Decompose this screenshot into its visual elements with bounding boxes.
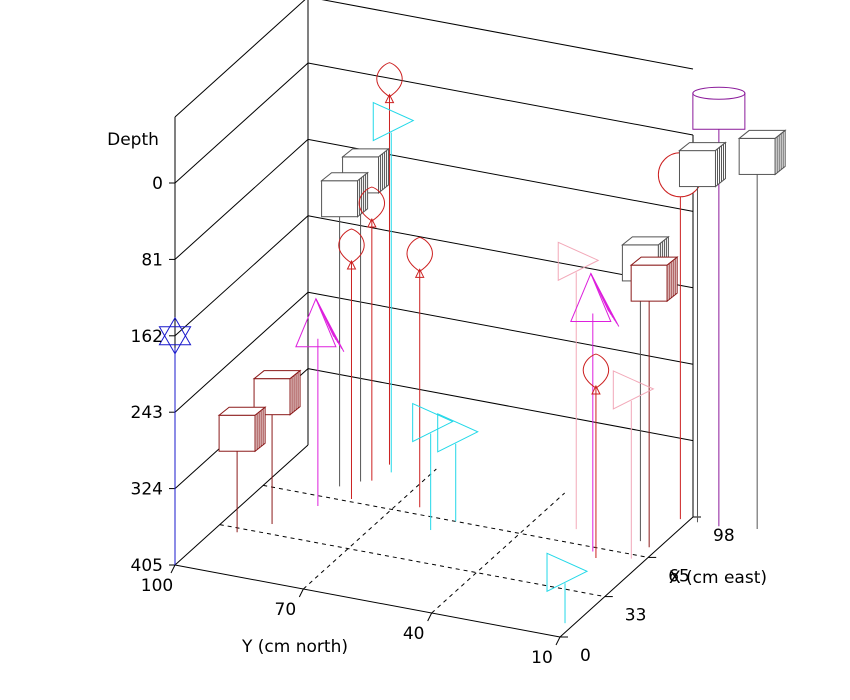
- triangle-shape: [437, 413, 479, 453]
- x-axis-line: [559, 516, 694, 638]
- marker-spade: [376, 62, 403, 465]
- y-tick: [427, 612, 433, 622]
- spade-stem: [591, 384, 601, 395]
- triangle-shape: [612, 370, 655, 410]
- axis-layer: [169, 116, 701, 646]
- spade-stem: [346, 259, 357, 270]
- cone-shading: [315, 298, 345, 353]
- marker-cone: [295, 297, 345, 506]
- y-tick: [555, 636, 561, 646]
- marker-cylinder: [692, 86, 746, 527]
- back-wall-gridline: [307, 62, 694, 136]
- marker-cube: [320, 171, 370, 487]
- marker-cone: [570, 272, 620, 552]
- spade-shape: [406, 236, 433, 272]
- marker-star6: [158, 316, 192, 565]
- left-wall-gridline: [174, 291, 309, 413]
- triangle-shape: [372, 101, 415, 142]
- spade-shape: [582, 353, 610, 389]
- depth-axis-title: Depth: [107, 130, 159, 150]
- left-wall-gridline: [174, 139, 309, 260]
- cube-front: [738, 137, 776, 175]
- x-axis-title: X (cm east): [669, 568, 767, 588]
- spade-shape: [376, 62, 403, 98]
- marker-cube: [252, 369, 302, 525]
- star-triangle-down: [158, 326, 192, 355]
- marker-spade: [358, 186, 385, 481]
- triangle-shape: [557, 241, 600, 282]
- marker-spade: [338, 228, 365, 499]
- cube-front: [321, 180, 359, 218]
- marker-triangle-right: [412, 402, 454, 531]
- triangle-shape: [546, 552, 589, 593]
- x-tick-label: 65: [668, 566, 690, 586]
- marker-cube: [678, 141, 727, 523]
- spade-shape: [338, 228, 365, 264]
- marker-triangle-right: [612, 370, 655, 559]
- back-wall-gridline: [307, 291, 694, 365]
- floor-gridline: [302, 468, 437, 590]
- marker-sphere: [657, 152, 703, 520]
- depth-tick-label: 0: [152, 174, 163, 194]
- marker-cube: [217, 406, 267, 533]
- left-wall-gridline: [174, 215, 309, 337]
- marker-triangle-right: [437, 413, 479, 522]
- y-tick-label: 40: [403, 624, 425, 644]
- depth-tick-label: 324: [131, 480, 163, 500]
- cone-shading: [590, 273, 620, 327]
- floor-left-edge: [174, 444, 309, 566]
- y-tick: [298, 588, 304, 598]
- label-layer: Depth Y (cm north) X (cm east) 0 81 162 243…: [107, 130, 767, 668]
- y-tick: [170, 564, 176, 574]
- x-tick-label: 0: [580, 646, 591, 666]
- grid-layer: [174, 0, 694, 614]
- cone-shape: [295, 297, 337, 348]
- floor-gridline: [219, 524, 605, 598]
- floor-gridline: [431, 492, 566, 614]
- spade-shape: [358, 186, 385, 222]
- marker-triangle-right: [372, 101, 415, 473]
- star-triangle-up: [158, 316, 192, 346]
- marker-spade: [582, 353, 610, 558]
- marker-cube: [737, 129, 787, 529]
- x-tick-label: 33: [625, 606, 647, 626]
- spade-stem: [414, 268, 425, 278]
- marker-triangle-right: [557, 241, 600, 530]
- cube-front: [678, 150, 716, 188]
- marker-layer: [158, 62, 787, 624]
- cube-front: [630, 264, 668, 302]
- y-tick-label: 10: [531, 648, 553, 668]
- box-top-edge: [174, 0, 306, 118]
- y-tick-label: 70: [275, 600, 297, 620]
- depth-tick-label: 405: [131, 556, 163, 576]
- x-tick-label: 98: [713, 526, 735, 546]
- y-tick-label: 100: [141, 576, 173, 596]
- y-axis-title: Y (cm north): [241, 637, 348, 657]
- marker-spade: [406, 236, 433, 508]
- y-axis-line: [174, 564, 561, 638]
- cone-shape: [570, 272, 612, 323]
- spade-stem: [367, 217, 377, 228]
- cube-front: [218, 414, 256, 452]
- marker-cube: [629, 256, 679, 548]
- depth-tick-label: 243: [131, 403, 163, 423]
- triangle-shape: [412, 402, 454, 443]
- depth-tick-label: 81: [141, 250, 163, 270]
- left-wall-gridline: [174, 62, 309, 184]
- box-top-edge: [321, 0, 694, 70]
- cylinder-top: [692, 86, 746, 100]
- back-wall-gridline: [307, 368, 694, 442]
- marker-triangle-right: [546, 552, 589, 624]
- spade-stem: [384, 93, 395, 104]
- depth-tick-label: 162: [131, 327, 163, 347]
